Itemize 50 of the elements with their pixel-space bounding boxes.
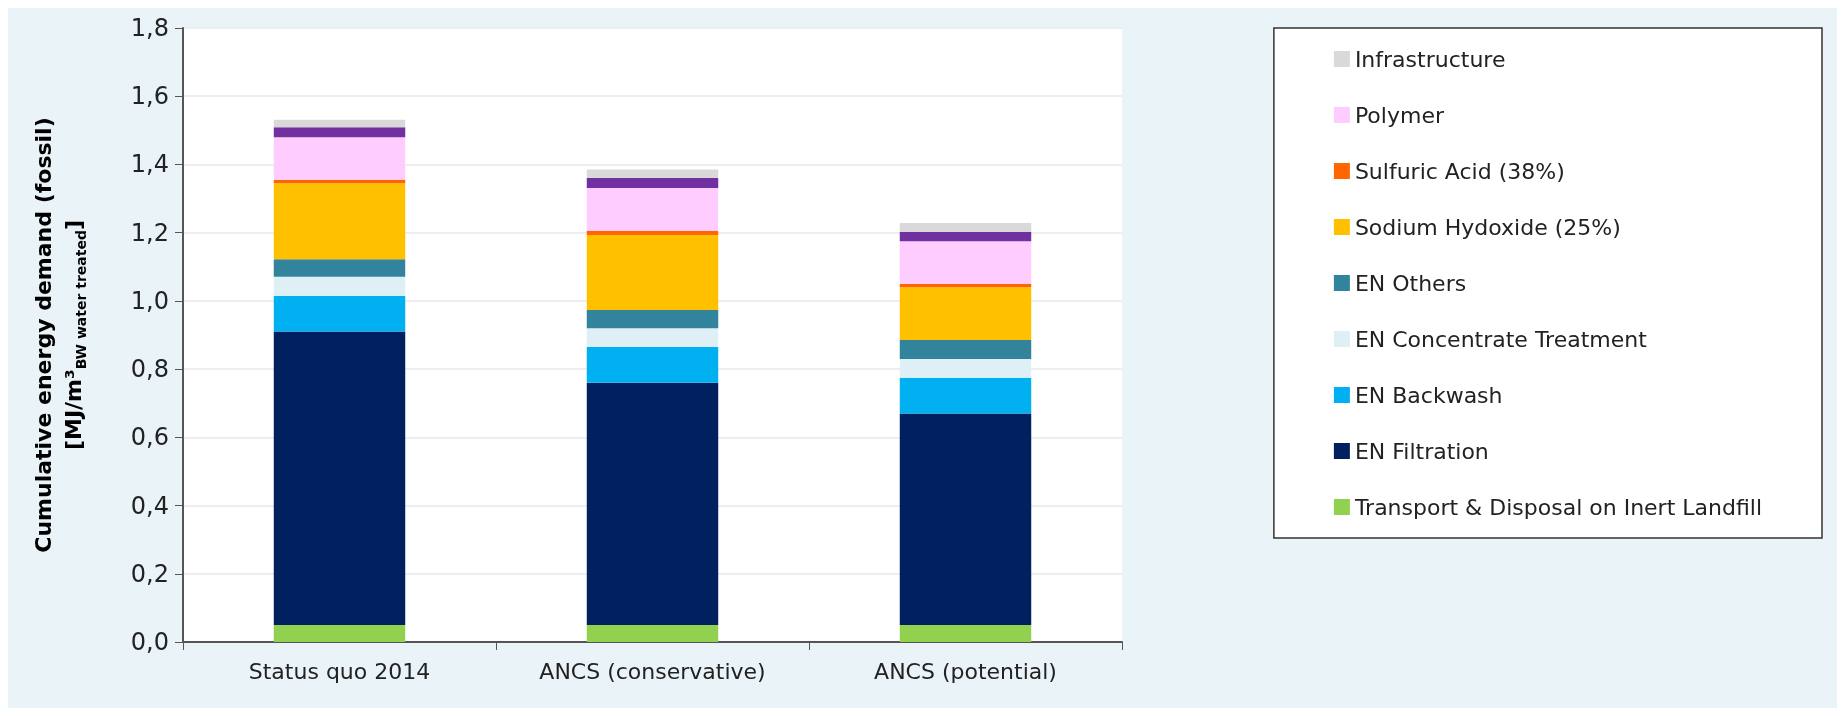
y-tick-label: 0,4 (130, 491, 169, 520)
bar (899, 413, 1032, 625)
x-tick-label: ANCS (conservative) (539, 658, 766, 684)
y-tick-label: 0,6 (130, 423, 169, 452)
bar (586, 235, 719, 311)
bar (273, 331, 406, 625)
bar (586, 328, 719, 347)
bar (586, 230, 719, 236)
legend-label: Sulfuric Acid (38%) (1354, 158, 1565, 184)
bar (273, 119, 406, 128)
y-tick-label: 1,6 (130, 82, 169, 111)
x-tick-label: Status quo 2014 (248, 658, 431, 684)
bar (899, 624, 1032, 642)
bar (899, 358, 1032, 378)
bar (899, 241, 1032, 284)
bar (586, 310, 719, 329)
bar (586, 169, 719, 179)
bar (899, 377, 1032, 414)
bar (273, 137, 406, 180)
legend-label: EN Concentrate Treatment (1354, 326, 1648, 352)
bar (586, 178, 719, 188)
y-tick-label: 0,0 (130, 628, 169, 656)
y-tick-label: 1,2 (130, 218, 169, 247)
y-tick-label: 0,2 (130, 559, 169, 588)
legend-label: Polymer (1354, 102, 1445, 128)
y-tick-label: 1,8 (130, 14, 169, 42)
legend-label: EN Backwash (1354, 382, 1503, 408)
bar (273, 295, 406, 332)
bar (899, 287, 1032, 341)
bar (899, 231, 1032, 242)
bar (586, 187, 719, 231)
bar (899, 223, 1032, 232)
y-tick-label: 1,0 (130, 286, 169, 315)
bar (273, 183, 406, 260)
y-tick-label: 0,8 (130, 355, 169, 384)
legend-label: Infrastructure (1354, 46, 1506, 72)
bar (273, 276, 406, 296)
bar (586, 346, 719, 383)
legend-label: EN Filtration (1354, 438, 1489, 464)
legend-label: EN Others (1354, 270, 1467, 296)
bar (586, 382, 719, 625)
x-tick-label: ANCS (potential) (874, 658, 1057, 684)
legend-label: Sodium Hydoxide (25%) (1354, 214, 1621, 240)
y-tick-label: 1,4 (130, 150, 169, 179)
bar (899, 340, 1032, 359)
legend-label: Transport & Disposal on Inert Landfill (1353, 494, 1763, 520)
bar (586, 624, 719, 642)
bar (273, 624, 406, 642)
bar (273, 127, 406, 138)
bar (273, 259, 406, 277)
